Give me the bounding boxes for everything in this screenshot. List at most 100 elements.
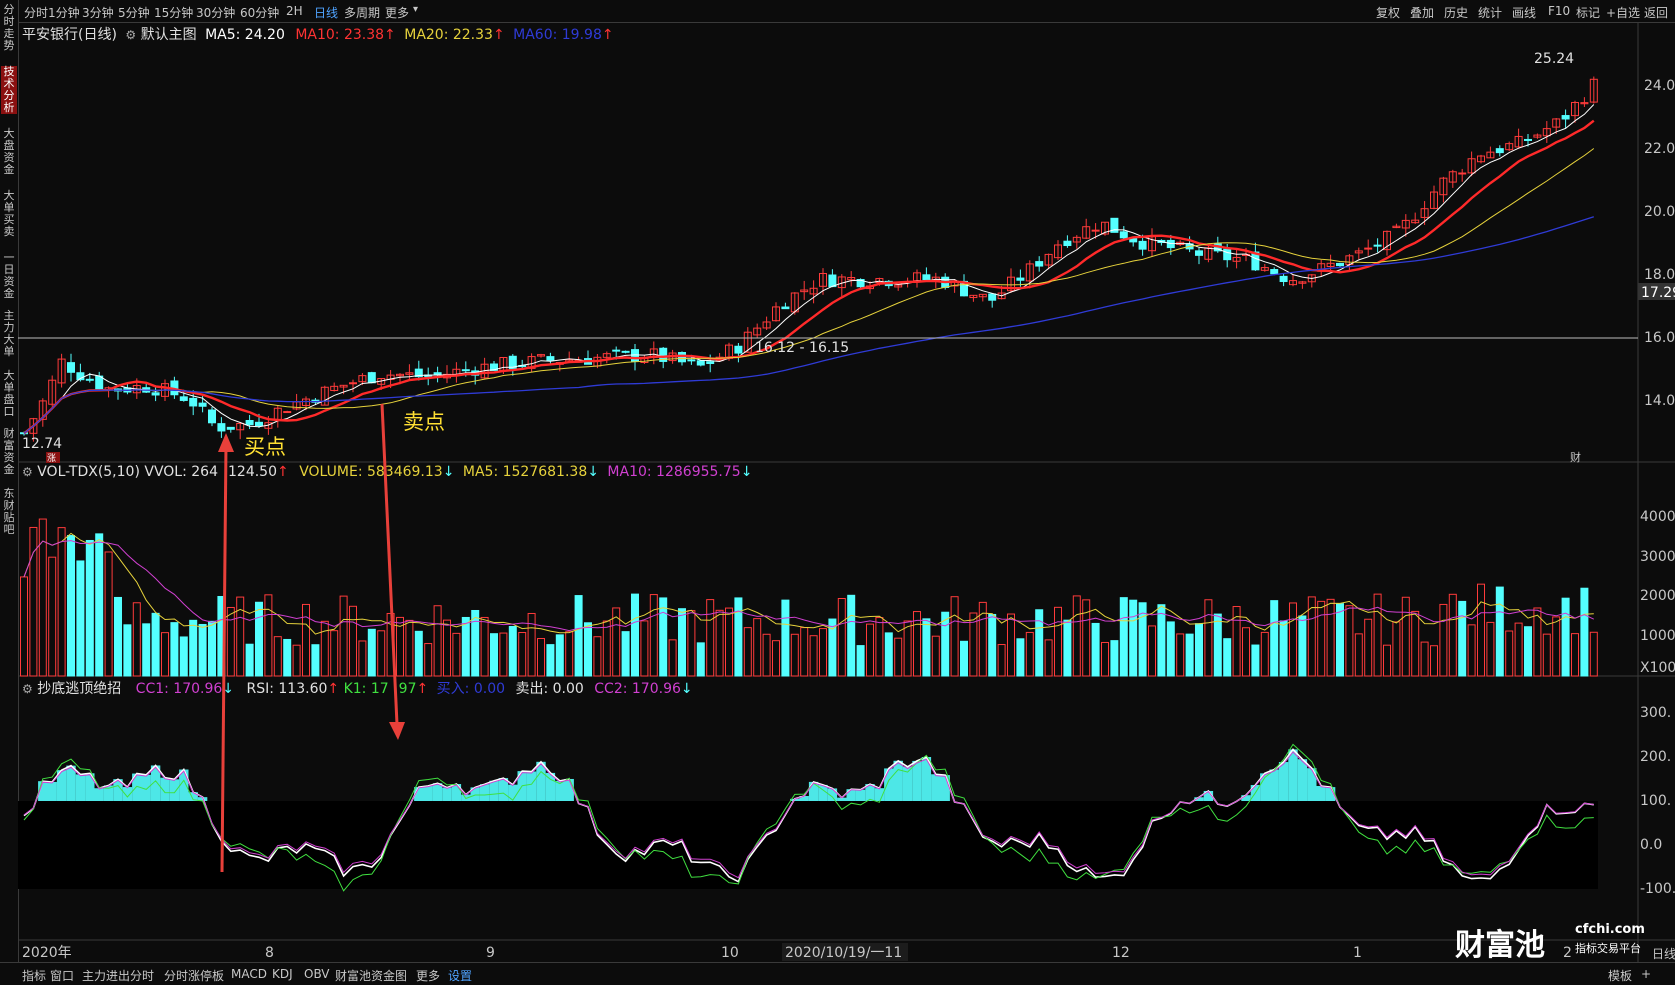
tab-more[interactable]: 更多 (385, 6, 410, 20)
volume-bar (1458, 600, 1467, 677)
candle-body (358, 375, 367, 383)
settings-dot-icon[interactable]: ⚙ (22, 682, 33, 696)
stock-title[interactable]: 平安银行(日线) (22, 27, 117, 43)
volume-bar (57, 527, 66, 677)
candle-body (809, 287, 818, 295)
candle-body (189, 397, 198, 407)
tab-fenshi[interactable]: 分时 (24, 6, 49, 20)
top-zone-fill (188, 792, 198, 801)
volume-bar (1571, 633, 1579, 677)
tab-macd[interactable]: MACD (231, 967, 267, 981)
tab-indicators[interactable]: 指标 (22, 969, 47, 983)
sidebar-item-forum[interactable]: 东财贴吧 (3, 487, 15, 536)
volume-bar (292, 644, 301, 677)
candle-body (706, 361, 715, 365)
volume-bar (104, 551, 113, 677)
price-tick: 24.00 (1644, 78, 1675, 94)
time-cursor-label: 2020/10/19/一11 (785, 945, 902, 961)
time-tick: 2 (1563, 945, 1572, 961)
sidebar-item-market-funds[interactable]: 大盘资金 (3, 127, 15, 176)
tab-main-flow[interactable]: 主力进出分时 (82, 969, 155, 983)
tab-fund-chart[interactable]: 财富池资金图 (335, 969, 408, 983)
settings-dot-icon[interactable]: ⚙ (22, 465, 33, 479)
f10-button[interactable]: F10 (1548, 4, 1571, 18)
volume-bar (969, 612, 978, 677)
stats-button[interactable]: 统计 (1478, 6, 1503, 20)
k1-value: K1: 17 (343, 681, 389, 697)
volume-bar (772, 640, 780, 677)
tab-daily[interactable]: 日线 (314, 6, 339, 20)
candle-body (1082, 226, 1091, 239)
volume-indicator-name[interactable]: VOL-TDX(5,10) (37, 464, 140, 480)
sidebar-item-daily-funds[interactable]: 一日资金 (3, 251, 15, 300)
oscillator-name[interactable]: 抄底逃顶绝招 (37, 681, 122, 697)
tab-kdj[interactable]: KDJ (272, 967, 293, 981)
volume-bar (1251, 644, 1260, 677)
restore-rights-button[interactable]: 复权 (1376, 6, 1401, 20)
tab-obv[interactable]: OBV (304, 967, 330, 981)
volume-bar (1448, 593, 1457, 677)
watermark-domain: cfchi.com (1575, 922, 1645, 937)
candle-body (734, 345, 743, 354)
candle-body (1411, 219, 1420, 224)
sidebar-item-intraday[interactable]: 分时走势 (3, 3, 15, 52)
volume-bar (1354, 633, 1363, 677)
add-template-button[interactable]: + (1641, 967, 1652, 981)
sidebar-item-big-orders[interactable]: 大单买卖 (3, 189, 15, 238)
history-button[interactable]: 历史 (1444, 6, 1469, 20)
candle-body (396, 373, 404, 377)
volume-bar (1505, 630, 1514, 677)
sidebar-item-main-force[interactable]: 主力大单 (3, 309, 15, 358)
sidebar-item-technical[interactable]: 技术分析 (1, 66, 17, 114)
time-tick: 2020年 (22, 945, 72, 961)
volume-tick: 2000 (1640, 588, 1675, 604)
k1-value-tail: 97 (398, 681, 417, 697)
sell-value: 卖出: 0.00 (515, 681, 584, 697)
tab-multi-period[interactable]: 多周期 (344, 6, 381, 20)
tab-more-indicators[interactable]: 更多 (416, 969, 441, 983)
add-watchlist-button[interactable]: +自选 (1606, 6, 1641, 20)
volume-bar (67, 535, 75, 677)
candle-body (38, 400, 47, 420)
mark-button[interactable]: 标记 (1576, 6, 1601, 20)
volume-bar (358, 640, 367, 677)
top-zone-fill (442, 787, 452, 801)
template-name[interactable]: 默认主图 (140, 27, 197, 43)
price-tick: 16.00 (1644, 330, 1675, 346)
volume-bar (433, 605, 442, 677)
tab-limit-up[interactable]: 分时涨停板 (164, 969, 225, 983)
osc-tick: 100. (1640, 793, 1671, 809)
tab-window[interactable]: 窗口 (50, 969, 75, 983)
volume-bar (132, 602, 141, 677)
volume-bar (546, 644, 555, 677)
candle-body (1580, 102, 1589, 105)
top-zone-fill (66, 765, 76, 801)
tab-3min[interactable]: 3分钟 (82, 6, 114, 20)
main-legend: 平安银行(日线) ⚙ 默认主图 MA5: 24.20 MA10: 23.38↑ … (22, 24, 614, 44)
candle-body (1552, 118, 1561, 128)
volume-axis: 4000 3000 2000 1000 X100 (1640, 509, 1675, 676)
tab-settings[interactable]: 设置 (448, 969, 473, 983)
range-label: 16.12 - 16.15 (755, 340, 849, 356)
volume-bar (320, 620, 329, 677)
sidebar-item-wealth-funds[interactable]: 财富资金 (3, 427, 15, 476)
candle-body (405, 372, 414, 375)
tab-1min[interactable]: 1分钟 (48, 6, 80, 20)
tab-60min[interactable]: 60分钟 (240, 6, 280, 20)
tab-15min[interactable]: 15分钟 (154, 6, 194, 20)
volume-bar (978, 601, 987, 677)
tab-2h[interactable]: 2H (286, 4, 303, 18)
overlay-button[interactable]: 叠加 (1410, 6, 1435, 20)
draw-line-button[interactable]: 画线 (1512, 6, 1537, 20)
low-price-label: 12.74 (22, 436, 62, 452)
back-button[interactable]: 返回 (1644, 6, 1669, 20)
tab-30min[interactable]: 30分钟 (196, 6, 236, 20)
template-button[interactable]: 模板 (1608, 969, 1633, 983)
gear-icon[interactable]: ⚙ (125, 28, 137, 42)
volume-bar (875, 617, 884, 677)
sidebar-item-order-book[interactable]: 大单盘口 (3, 369, 15, 418)
candle-body (1016, 277, 1025, 281)
tab-5min[interactable]: 5分钟 (118, 6, 150, 20)
top-zone-fill (940, 775, 950, 801)
